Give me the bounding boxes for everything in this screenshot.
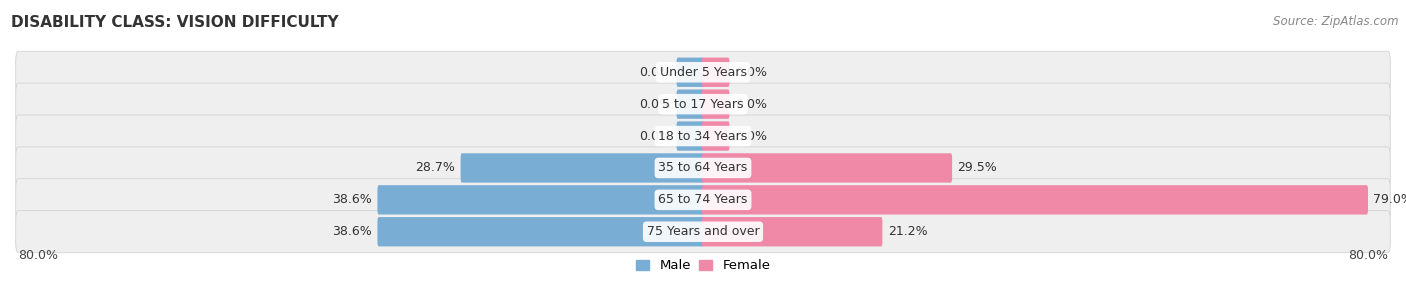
- Text: 0.0%: 0.0%: [640, 66, 671, 79]
- Text: 79.0%: 79.0%: [1374, 193, 1406, 206]
- Text: 0.0%: 0.0%: [640, 98, 671, 111]
- Text: DISABILITY CLASS: VISION DIFFICULTY: DISABILITY CLASS: VISION DIFFICULTY: [11, 15, 339, 30]
- Text: 35 to 64 Years: 35 to 64 Years: [658, 161, 748, 174]
- Text: 0.0%: 0.0%: [735, 130, 766, 143]
- FancyBboxPatch shape: [676, 89, 704, 119]
- Text: 0.0%: 0.0%: [735, 98, 766, 111]
- FancyBboxPatch shape: [15, 147, 1391, 189]
- Text: 0.0%: 0.0%: [640, 130, 671, 143]
- Text: 75 Years and over: 75 Years and over: [647, 225, 759, 238]
- FancyBboxPatch shape: [702, 121, 730, 151]
- FancyBboxPatch shape: [676, 121, 704, 151]
- FancyBboxPatch shape: [15, 179, 1391, 221]
- FancyBboxPatch shape: [702, 57, 730, 87]
- FancyBboxPatch shape: [15, 115, 1391, 157]
- FancyBboxPatch shape: [676, 57, 704, 87]
- Text: 38.6%: 38.6%: [332, 193, 373, 206]
- Text: 38.6%: 38.6%: [332, 225, 373, 238]
- Text: 21.2%: 21.2%: [887, 225, 928, 238]
- Legend: Male, Female: Male, Female: [630, 254, 776, 278]
- FancyBboxPatch shape: [702, 217, 883, 247]
- FancyBboxPatch shape: [15, 51, 1391, 93]
- FancyBboxPatch shape: [377, 217, 704, 247]
- Text: 29.5%: 29.5%: [957, 161, 997, 174]
- Text: Source: ZipAtlas.com: Source: ZipAtlas.com: [1274, 15, 1399, 28]
- Text: 65 to 74 Years: 65 to 74 Years: [658, 193, 748, 206]
- Text: 5 to 17 Years: 5 to 17 Years: [662, 98, 744, 111]
- FancyBboxPatch shape: [702, 153, 952, 183]
- Text: 80.0%: 80.0%: [18, 249, 58, 262]
- Text: 0.0%: 0.0%: [735, 66, 766, 79]
- FancyBboxPatch shape: [15, 211, 1391, 253]
- Text: Under 5 Years: Under 5 Years: [659, 66, 747, 79]
- FancyBboxPatch shape: [702, 185, 1368, 215]
- FancyBboxPatch shape: [702, 89, 730, 119]
- Text: 80.0%: 80.0%: [1348, 249, 1388, 262]
- FancyBboxPatch shape: [15, 83, 1391, 125]
- Text: 28.7%: 28.7%: [415, 161, 456, 174]
- Text: 18 to 34 Years: 18 to 34 Years: [658, 130, 748, 143]
- FancyBboxPatch shape: [461, 153, 704, 183]
- FancyBboxPatch shape: [377, 185, 704, 215]
